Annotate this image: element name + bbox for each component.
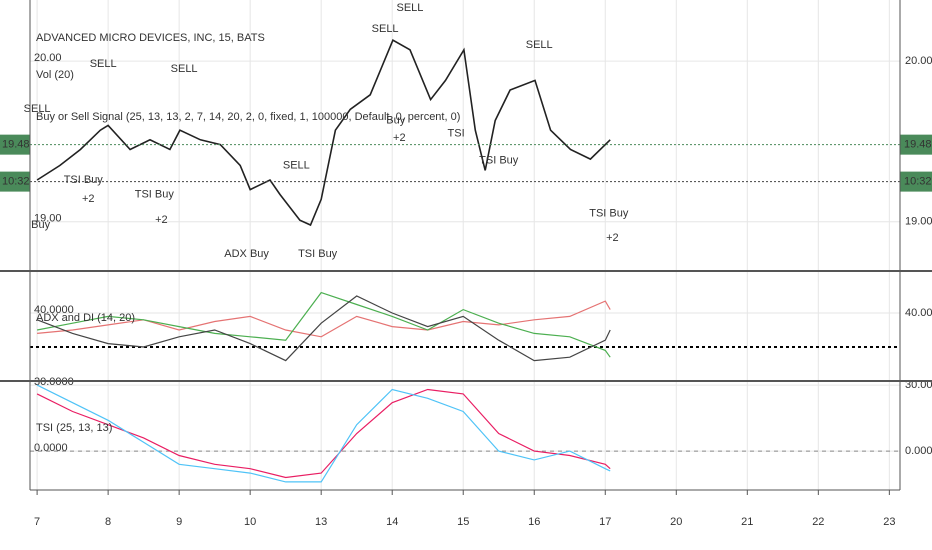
countdown-box: [0, 171, 30, 192]
x-tick-label: 21: [741, 516, 753, 528]
series-line: [36, 39, 611, 227]
x-tick-label: 15: [457, 516, 469, 528]
x-tick-label: 8: [105, 516, 111, 528]
annotation: SELL: [90, 58, 117, 70]
y-tick-label: 19.00: [34, 213, 62, 225]
x-tick-label: 17: [599, 516, 611, 528]
indicator-label: Vol (20): [36, 69, 74, 81]
annotation: Buy: [31, 219, 50, 231]
y-tick-label: 40.0000: [34, 304, 74, 316]
x-tick-label: 16: [528, 516, 540, 528]
annotation: +2: [606, 232, 619, 244]
series-line: [36, 295, 611, 362]
pane-title: TSI (25, 13, 13): [36, 422, 112, 434]
x-tick-label: 7: [34, 516, 40, 528]
x-tick-label: 13: [315, 516, 327, 528]
x-tick-label: 14: [386, 516, 398, 528]
annotation: TSI Buy: [589, 208, 629, 220]
annotation: +2: [393, 132, 406, 144]
y-tick-label: 20.00: [34, 52, 62, 64]
annotation: SELL: [372, 23, 399, 35]
annotation: SELL: [171, 63, 198, 75]
countdown-box: [900, 171, 932, 192]
pane-title: ADVANCED MICRO DEVICES, INC, 15, BATS: [36, 32, 265, 44]
price-label: 19.48: [904, 139, 932, 151]
x-tick-label: 23: [883, 516, 895, 528]
price-box: [0, 134, 30, 155]
y-tick-label: 40.0000: [905, 307, 932, 319]
y-tick-label: 0.0000: [905, 445, 932, 457]
series-line: [37, 300, 611, 338]
annotation: TSI Buy: [298, 248, 338, 260]
x-tick-label: 10: [244, 516, 256, 528]
annotation: +2: [155, 214, 168, 226]
series-line: [36, 291, 611, 358]
price-box: [900, 134, 932, 155]
indicator-label: Buy or Sell Signal (25, 13, 13, 2, 7, 14…: [36, 111, 460, 123]
annotation: SELL: [283, 159, 310, 171]
annotation: SELL: [526, 39, 553, 51]
x-tick-label: 22: [812, 516, 824, 528]
annotation: TSI: [448, 127, 465, 139]
y-tick-label: 20.00: [905, 55, 932, 67]
price-label: 19.48: [2, 139, 30, 151]
annotation: TSI Buy: [135, 188, 175, 200]
annotation: Buy: [386, 114, 405, 126]
x-tick-label: 9: [176, 516, 182, 528]
x-tick-label: 20: [670, 516, 682, 528]
annotation: +2: [82, 193, 95, 205]
annotation: SELL: [24, 103, 51, 115]
annotation: ADX Buy: [224, 248, 269, 260]
annotation: SELL: [396, 2, 423, 14]
y-tick-label: 19.00: [905, 216, 932, 228]
countdown-label: 10:32: [904, 176, 932, 188]
y-tick-label: 0.0000: [34, 442, 68, 454]
countdown-label: 10:32: [2, 176, 30, 188]
annotation: TSI Buy: [479, 155, 519, 167]
pane-title: ADX and DI (14, 20): [36, 312, 135, 324]
annotation: TSI Buy: [64, 174, 104, 186]
series-line: [36, 384, 611, 483]
